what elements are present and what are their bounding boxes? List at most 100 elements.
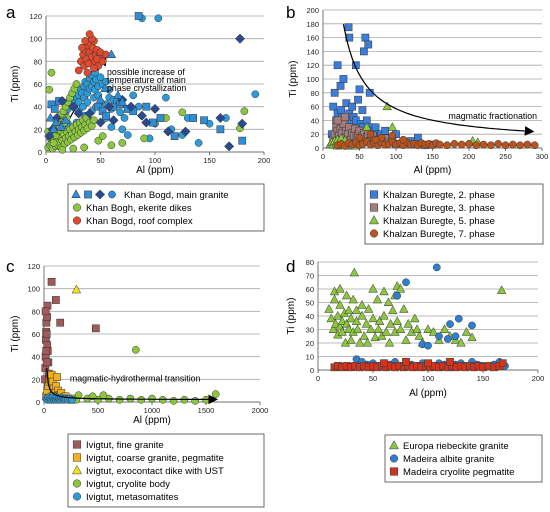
data-point xyxy=(238,136,247,145)
y-tick-label: 30 xyxy=(306,326,314,335)
data-point xyxy=(211,390,220,398)
panel-a: a 0 20 40 60 80 100 120 0 50 100 150 200 Al (ppm) Ti (… xyxy=(6,3,270,232)
legend-marker xyxy=(389,454,399,463)
annotation: phase crystallization xyxy=(107,83,186,93)
data-point xyxy=(385,318,396,328)
x-tick-label: 50 xyxy=(369,374,377,383)
data-point xyxy=(361,318,372,328)
data-point xyxy=(48,124,59,133)
data-point xyxy=(344,305,354,315)
data-point xyxy=(142,102,151,111)
data-point xyxy=(341,113,349,121)
data-point xyxy=(41,307,50,316)
x-tick-label: 200 xyxy=(463,152,476,161)
data-point xyxy=(359,331,369,340)
data-point xyxy=(333,116,342,125)
data-point xyxy=(412,324,422,333)
legend-label: Khalzan Buregte, 2. phase xyxy=(383,190,495,201)
legend-label: Ivigtut, fine granite xyxy=(86,440,164,451)
y-tick-label: 120 xyxy=(29,12,42,21)
data-point xyxy=(328,324,339,333)
data-point xyxy=(439,324,450,333)
data-point xyxy=(388,131,397,140)
data-point xyxy=(357,299,367,309)
x-tick-label: 150 xyxy=(203,156,216,165)
legend-label: Madeira albite granite xyxy=(403,454,494,465)
data-point xyxy=(169,397,178,405)
y-tick-label: 0 xyxy=(38,148,42,157)
data-point xyxy=(337,106,346,114)
legend-marker xyxy=(94,189,106,200)
data-point xyxy=(83,68,92,77)
legend-label: Khalzan Buregte, 7. phase xyxy=(383,229,495,240)
legend-marker xyxy=(369,203,379,212)
x-axis-label: Al (ppm) xyxy=(409,388,447,399)
data-point xyxy=(73,108,84,119)
data-point xyxy=(136,110,147,121)
data-point xyxy=(354,95,362,104)
data-point xyxy=(494,140,503,148)
legend-marker xyxy=(72,203,82,212)
legend-marker xyxy=(72,440,82,449)
data-point xyxy=(53,373,61,381)
data-point xyxy=(368,283,378,293)
legend-box xyxy=(384,434,543,483)
panel-letter: d xyxy=(286,257,295,276)
x-tick-label: 0 xyxy=(44,156,48,165)
y-axis-label: Ti (ppm) xyxy=(286,298,297,335)
data-point xyxy=(351,305,362,315)
data-point xyxy=(52,296,60,304)
data-point xyxy=(348,294,358,304)
data-point xyxy=(329,294,340,304)
x-tick-label: 100 xyxy=(390,152,403,161)
legend-marker xyxy=(72,216,82,225)
data-point xyxy=(60,115,71,124)
y-tick-label: 80 xyxy=(32,307,40,316)
data-point xyxy=(456,337,466,347)
data-point xyxy=(496,285,507,294)
data-point xyxy=(498,359,507,368)
data-point xyxy=(56,121,67,131)
data-point xyxy=(403,318,413,328)
data-point xyxy=(42,330,51,338)
data-point xyxy=(461,326,472,336)
data-point xyxy=(149,103,161,114)
data-point xyxy=(329,102,338,111)
data-point xyxy=(392,316,402,325)
data-point xyxy=(357,310,367,320)
data-point xyxy=(58,145,67,154)
data-point xyxy=(106,49,117,59)
data-point xyxy=(240,107,249,116)
panel-c: c 0 20 40 60 80 100 120 0 500 1000 1500 2000 Al (ppm)… xyxy=(6,257,268,508)
panel-letter: b xyxy=(286,3,295,22)
y-tick-label: 20 xyxy=(32,375,40,384)
y-tick-label: 40 xyxy=(306,312,314,321)
data-point xyxy=(370,332,380,342)
y-tick-label: 0 xyxy=(315,144,319,153)
data-point xyxy=(423,324,433,333)
data-point xyxy=(170,132,179,140)
data-point xyxy=(45,112,56,122)
data-point xyxy=(465,140,473,148)
legend-marker xyxy=(84,190,92,199)
data-point xyxy=(131,346,140,354)
data-point xyxy=(129,91,138,100)
y-axis-label: Ti (ppm) xyxy=(288,61,299,98)
data-point xyxy=(116,108,124,117)
legend-marker xyxy=(369,215,379,225)
data-point xyxy=(424,341,432,350)
data-point xyxy=(47,68,56,77)
x-axis-label: Al (ppm) xyxy=(133,415,171,426)
data-point xyxy=(216,125,225,134)
data-point xyxy=(113,90,123,99)
y-tick-label: 180 xyxy=(306,20,319,29)
data-point xyxy=(178,108,187,117)
y-tick-label: 80 xyxy=(306,258,314,267)
y-tick-label: 100 xyxy=(306,75,319,84)
data-point xyxy=(98,132,107,140)
data-point xyxy=(344,324,354,333)
legend-marker xyxy=(71,189,81,198)
legend-label: Madeira cryolite pegmatite xyxy=(403,467,514,478)
data-point xyxy=(335,299,345,309)
data-point xyxy=(95,117,106,128)
